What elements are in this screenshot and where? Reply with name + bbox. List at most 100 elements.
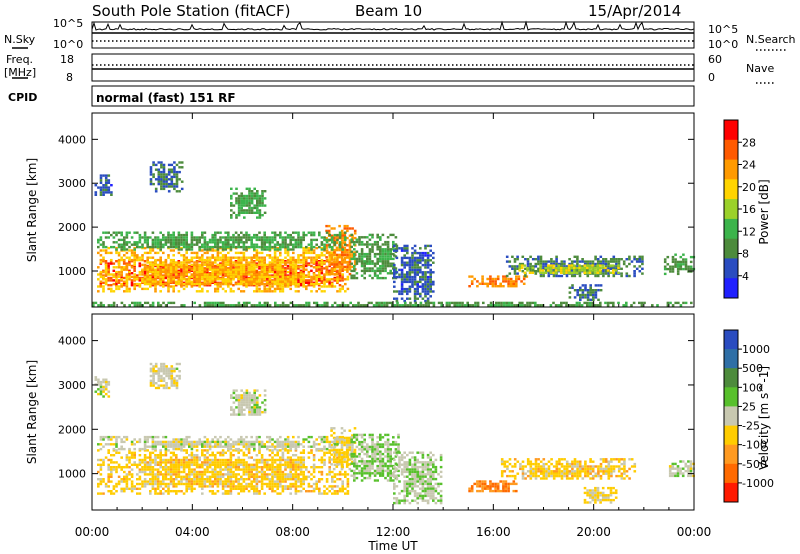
data-cell	[110, 461, 113, 464]
data-cell	[156, 266, 160, 269]
data-cell	[102, 245, 105, 249]
data-cell	[341, 248, 344, 251]
data-cell	[245, 276, 248, 280]
data-cell	[384, 243, 387, 246]
data-cell	[591, 269, 594, 272]
data-cell	[638, 260, 642, 263]
data-cell	[341, 269, 344, 272]
data-cell	[206, 456, 209, 459]
data-cell	[242, 478, 246, 481]
data-cell	[384, 248, 387, 251]
data-cell	[573, 296, 577, 299]
data-cell	[289, 301, 293, 305]
data-cell	[136, 304, 139, 307]
data-cell	[250, 463, 253, 466]
data-cell	[211, 470, 214, 474]
data-cell	[273, 245, 277, 249]
data-cell	[221, 451, 225, 454]
data-cell	[125, 243, 129, 246]
data-cell	[261, 204, 264, 207]
data-cell	[413, 251, 417, 255]
data-cell	[292, 270, 295, 274]
data-cell	[234, 466, 238, 469]
data-cell	[224, 278, 227, 281]
data-cell	[260, 248, 264, 251]
data-cell	[481, 277, 484, 281]
data-cell	[224, 263, 227, 267]
data-cell	[107, 485, 110, 488]
data-region	[149, 161, 184, 193]
data-cell	[97, 186, 100, 189]
data-cell	[373, 243, 377, 246]
data-cell	[336, 278, 339, 281]
data-cell	[312, 456, 316, 459]
data-cell	[266, 482, 269, 486]
data-cell	[338, 233, 342, 237]
data-cell	[255, 454, 259, 457]
data-cell	[346, 265, 349, 269]
data-cell	[419, 254, 422, 257]
data-cell	[344, 278, 347, 281]
data-cell	[676, 267, 680, 271]
data-cell	[107, 478, 110, 481]
data-cell	[331, 449, 334, 452]
data-cell	[117, 263, 121, 267]
data-cell	[348, 256, 352, 259]
data-cell	[198, 480, 201, 483]
data-cell	[211, 490, 214, 493]
data-cell	[297, 231, 300, 234]
data-cell	[159, 270, 162, 274]
data-cell	[348, 248, 352, 252]
data-cell	[386, 250, 390, 253]
data-cell	[265, 269, 269, 272]
data-cell	[276, 285, 279, 288]
data-cell	[107, 179, 111, 182]
data-cell	[271, 463, 274, 466]
data-cell	[640, 304, 644, 307]
data-cell	[297, 463, 300, 466]
data-cell	[286, 267, 290, 270]
data-cell	[154, 285, 157, 288]
data-cell	[214, 278, 217, 281]
data-cell	[188, 487, 191, 490]
data-cell	[279, 480, 282, 483]
data-cell	[363, 272, 366, 275]
data-cell	[255, 468, 259, 471]
data-cell	[552, 274, 556, 278]
data-cell	[360, 257, 364, 261]
data-cell	[175, 473, 178, 476]
data-cell	[260, 270, 264, 274]
data-cell	[104, 184, 108, 187]
data-cell	[172, 266, 175, 269]
data-cell	[373, 269, 377, 273]
data-cell	[617, 301, 620, 305]
data-cell	[302, 258, 305, 262]
data-cell	[494, 277, 497, 281]
data-cell	[289, 233, 292, 237]
data-cell	[152, 175, 155, 179]
data-cell	[203, 267, 207, 270]
data-cell	[310, 233, 313, 237]
data-cell	[172, 454, 175, 457]
data-cell	[159, 304, 163, 307]
data-cell	[258, 490, 261, 493]
data-cell	[366, 269, 369, 273]
data-cell	[151, 241, 155, 244]
data-cell	[162, 261, 165, 264]
data-cell	[208, 258, 212, 262]
data-cell	[203, 245, 207, 249]
data-cell	[117, 482, 121, 486]
data-cell	[640, 301, 644, 305]
data-cell	[167, 238, 170, 242]
data-cell	[172, 463, 175, 466]
data-cell	[333, 463, 337, 466]
data-cell	[94, 301, 98, 305]
data-cell	[201, 282, 204, 286]
data-cell	[432, 251, 435, 255]
data-cell	[602, 272, 605, 275]
data-cell	[245, 197, 249, 200]
data-cell	[348, 227, 352, 230]
data-cell	[188, 248, 191, 251]
data-cell	[256, 206, 259, 210]
data-cell	[211, 236, 214, 239]
